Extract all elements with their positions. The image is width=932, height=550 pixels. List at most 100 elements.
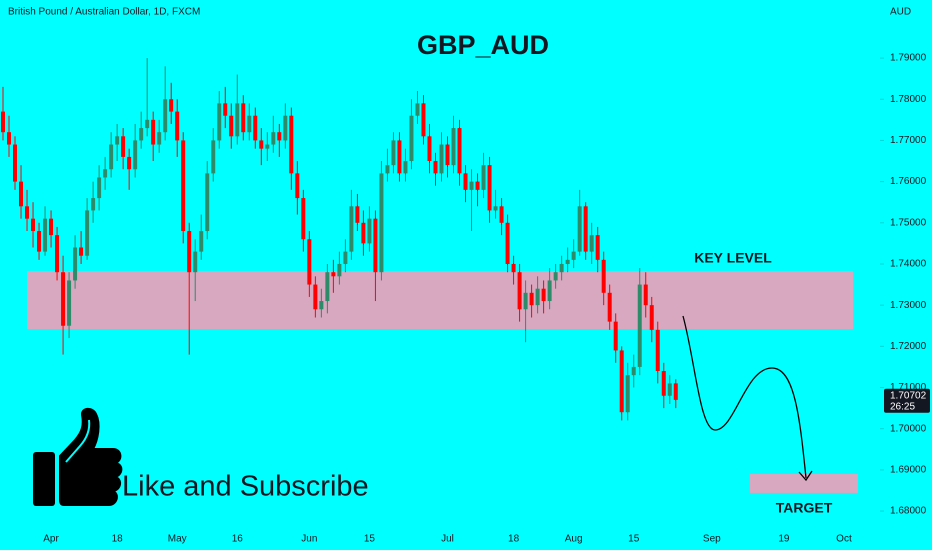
x-tick-label: 19 <box>778 534 790 545</box>
y-tick-label: 1.75000 <box>890 217 927 228</box>
candle-body <box>631 366 636 376</box>
candle-body <box>151 119 156 145</box>
candle-body <box>673 383 678 400</box>
candle-body <box>301 198 306 240</box>
y-tick-label: 1.73000 <box>890 300 927 311</box>
y-tick-label: 1.78000 <box>890 94 927 105</box>
currency-label: AUD <box>890 7 911 18</box>
candle-body <box>13 144 18 182</box>
y-tick-label: 1.69000 <box>890 465 927 476</box>
candle-body <box>19 181 24 207</box>
candle-body <box>175 111 180 141</box>
zone-label: TARGET <box>776 500 833 516</box>
thumbs-up-icon <box>33 407 123 506</box>
candle-body <box>553 272 558 281</box>
x-tick-label: Oct <box>836 534 852 545</box>
candle-body <box>439 144 444 174</box>
candle-body <box>523 292 528 310</box>
candle-body <box>205 173 210 232</box>
candle-body <box>1 111 5 133</box>
y-tick-label: 1.68000 <box>890 506 927 517</box>
candle-body <box>259 140 264 149</box>
candle-body <box>97 177 102 199</box>
candle-body <box>355 206 360 223</box>
chart-title: GBP_AUD <box>417 30 549 60</box>
last-price-label: 1.70702 <box>890 390 927 401</box>
zones: KEY LEVEL TARGET <box>27 250 858 516</box>
candle-body <box>157 132 162 145</box>
candle-body <box>379 173 384 273</box>
y-tick-label: 1.79000 <box>890 53 927 64</box>
candle-body <box>403 161 408 174</box>
candle-body <box>565 259 570 264</box>
candle-body <box>535 288 540 306</box>
candle-body <box>103 169 108 178</box>
y-tick-label: 1.70000 <box>890 423 927 434</box>
x-tick-label: 18 <box>112 534 124 545</box>
x-tick-label: Jun <box>301 534 317 545</box>
candle-body <box>319 301 324 310</box>
caption: Like and Subscribe <box>122 471 369 503</box>
candle-body <box>283 115 288 141</box>
icon-detail <box>65 419 91 463</box>
candle-body <box>655 329 660 372</box>
candle-body <box>295 173 300 199</box>
x-tick-label: 15 <box>364 534 376 545</box>
candle-body <box>595 235 600 260</box>
candle-body <box>115 136 120 145</box>
candle-body <box>79 247 84 256</box>
candle-body <box>229 115 234 137</box>
candle-body <box>649 305 654 330</box>
icon-hand <box>59 407 123 506</box>
candle-body <box>427 136 432 162</box>
candle-body <box>607 292 612 322</box>
candle-body <box>241 103 246 133</box>
candle-body <box>517 272 522 310</box>
candle-body <box>661 371 666 396</box>
candle-body <box>367 218 372 244</box>
candle-body <box>421 103 426 137</box>
candle-body <box>325 272 330 302</box>
candle-body <box>193 251 198 273</box>
candle-body <box>433 161 438 174</box>
candle-body <box>67 280 72 326</box>
price-zone <box>27 270 853 330</box>
candle-body <box>643 284 648 306</box>
y-tick-label: 1.76000 <box>890 176 927 187</box>
x-tick-label: Aug <box>565 534 583 545</box>
candle-body <box>481 165 486 190</box>
candle-body <box>163 99 168 133</box>
candle-body <box>265 144 270 149</box>
x-tick-label: May <box>168 534 187 545</box>
candle-body <box>49 218 54 236</box>
candle-body <box>109 144 114 170</box>
candle-body <box>451 128 456 166</box>
candle-body <box>313 284 318 310</box>
candle-body <box>235 103 240 137</box>
candle-body <box>307 239 312 285</box>
candle-body <box>199 231 204 252</box>
candle-body <box>505 222 510 264</box>
candle-body <box>337 263 342 277</box>
candle-body <box>37 231 42 252</box>
candle-body <box>475 181 480 190</box>
candle-body <box>91 198 96 211</box>
candle-body <box>415 103 420 116</box>
candle-body <box>121 136 126 157</box>
y-tick-label: 1.77000 <box>890 135 927 146</box>
countdown-label: 26:25 <box>890 401 915 412</box>
y-tick-label: 1.72000 <box>890 341 927 352</box>
candle-body <box>223 103 228 116</box>
x-tick-label: Jul <box>441 534 454 545</box>
candle-body <box>61 272 66 326</box>
candle-body <box>397 140 402 174</box>
candle-body <box>25 206 30 219</box>
price-zone <box>750 473 858 493</box>
candle-body <box>73 247 78 281</box>
x-tick-label: 16 <box>232 534 244 545</box>
candle-body <box>547 280 552 302</box>
candles <box>1 58 678 421</box>
candle-body <box>493 206 498 211</box>
y-tick-label: 1.71000 <box>890 382 927 393</box>
